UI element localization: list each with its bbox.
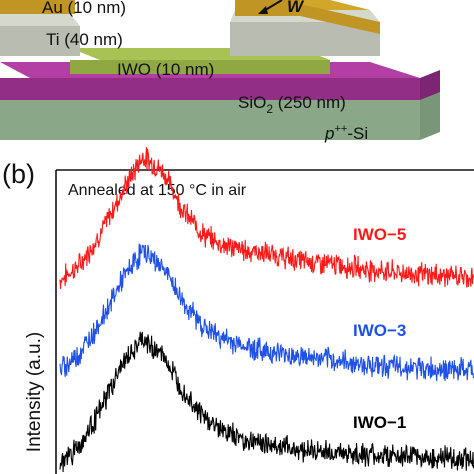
series-line-iwo1: [59, 331, 474, 473]
series-label-iwo1: IWO−1: [353, 413, 406, 432]
ti-left-top: [0, 14, 80, 26]
sio2-label-thickness: (250 nm): [273, 93, 346, 112]
ti-label: Ti (40 nm): [46, 30, 123, 49]
plot-area: Annealed at 150 °C in air Intensity (a.u…: [24, 147, 474, 474]
ti-left-front: [0, 26, 80, 56]
sio2-label-main: SiO: [238, 93, 266, 112]
sio2-label: SiO2 (250 nm): [238, 93, 346, 116]
series-group: IWO−5 IWO−3 IWO−1: [59, 147, 474, 473]
si-label-rest: -Si: [347, 124, 368, 143]
au-label: Au (10 nm): [42, 0, 126, 17]
annotation-text: Annealed at 150 °C in air: [68, 182, 247, 199]
series-label-iwo5: IWO−5: [353, 225, 406, 244]
sio2-layer-side: [420, 70, 440, 100]
w-label: W: [287, 0, 305, 16]
y-axis-label: Intensity (a.u.): [24, 332, 45, 452]
series-label-iwo3: IWO−3: [353, 321, 406, 340]
si-substrate-side: [420, 92, 440, 140]
device-schematic: W Au (10 nm) Ti (40 nm) IWO (10 nm) SiO2…: [0, 0, 440, 143]
w-arrowhead: [258, 6, 268, 14]
au-right-front: [300, 4, 380, 34]
series-line-iwo5: [59, 147, 474, 289]
sio2-layer-front: [0, 78, 420, 100]
si-label-superscript: ++: [334, 123, 347, 135]
ti-right-front: [230, 22, 380, 56]
iwo-label: IWO (10 nm): [117, 60, 214, 79]
si-label-p: p: [324, 124, 334, 143]
iwo-layer-front: [70, 60, 330, 74]
series-line-iwo3: [59, 243, 474, 382]
si-substrate-front: [0, 98, 420, 140]
au-left-front: [0, 0, 75, 14]
si-label: p++-Si: [324, 123, 368, 143]
panel-b-label: (b): [2, 159, 35, 189]
sio2-label-subscript: 2: [266, 102, 273, 116]
